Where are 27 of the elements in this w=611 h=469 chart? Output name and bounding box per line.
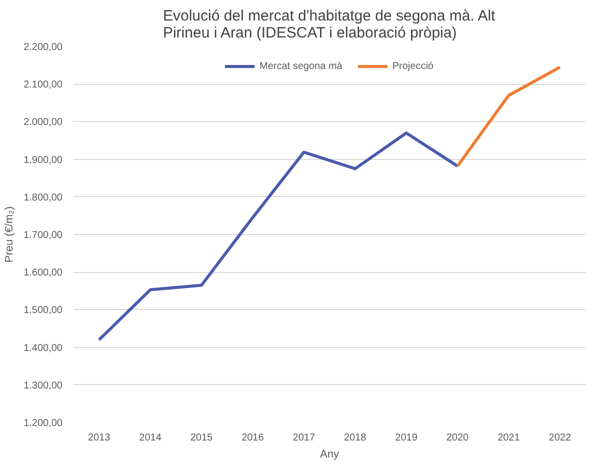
y-tick-label: 1.700,00 bbox=[24, 230, 63, 241]
y-tick-label: 1.300,00 bbox=[24, 380, 63, 392]
y-tick-label: 2.200,00 bbox=[24, 42, 63, 53]
y-tick-label: 1.400,00 bbox=[24, 342, 63, 354]
y-tick-label: 1.800,00 bbox=[24, 192, 63, 204]
legend-label: Projecció bbox=[392, 60, 434, 72]
y-tick-label: 2.100,00 bbox=[24, 80, 63, 91]
x-tick-label: 2021 bbox=[498, 432, 520, 444]
chart-title: Evolució del mercat d'habitatge de segona mà. Alt Pirineu i Aran (IDESCAT i elaboració pròpia) bbox=[162, 8, 496, 42]
line-series bbox=[98, 131, 459, 342]
x-tick-label: 2017 bbox=[292, 432, 316, 444]
x-axis-title: Any bbox=[320, 448, 340, 460]
x-tick-label: 2014 bbox=[139, 432, 162, 444]
legend-label: Mercat segona mà bbox=[260, 60, 342, 72]
x-tick-label: 2022 bbox=[548, 432, 572, 444]
x-tick-label: 2013 bbox=[88, 432, 111, 444]
x-tick-label: 2018 bbox=[344, 432, 367, 444]
y-tick-label: 1.600,00 bbox=[24, 268, 63, 279]
x-tick-label: 2015 bbox=[190, 432, 214, 444]
x-tick-label: 2019 bbox=[395, 432, 418, 444]
y-tick-label: 1.900,00 bbox=[24, 154, 63, 166]
y-tick-label: 1.500,00 bbox=[24, 305, 63, 316]
x-tick-label: 2016 bbox=[242, 432, 264, 444]
x-tick-label: 2020 bbox=[446, 432, 470, 444]
y-tick-label: 1.200,00 bbox=[24, 418, 63, 429]
y-tick-label: 2.000,00 bbox=[24, 117, 63, 128]
y-axis-title: Preu (€/m₂) bbox=[4, 206, 16, 263]
